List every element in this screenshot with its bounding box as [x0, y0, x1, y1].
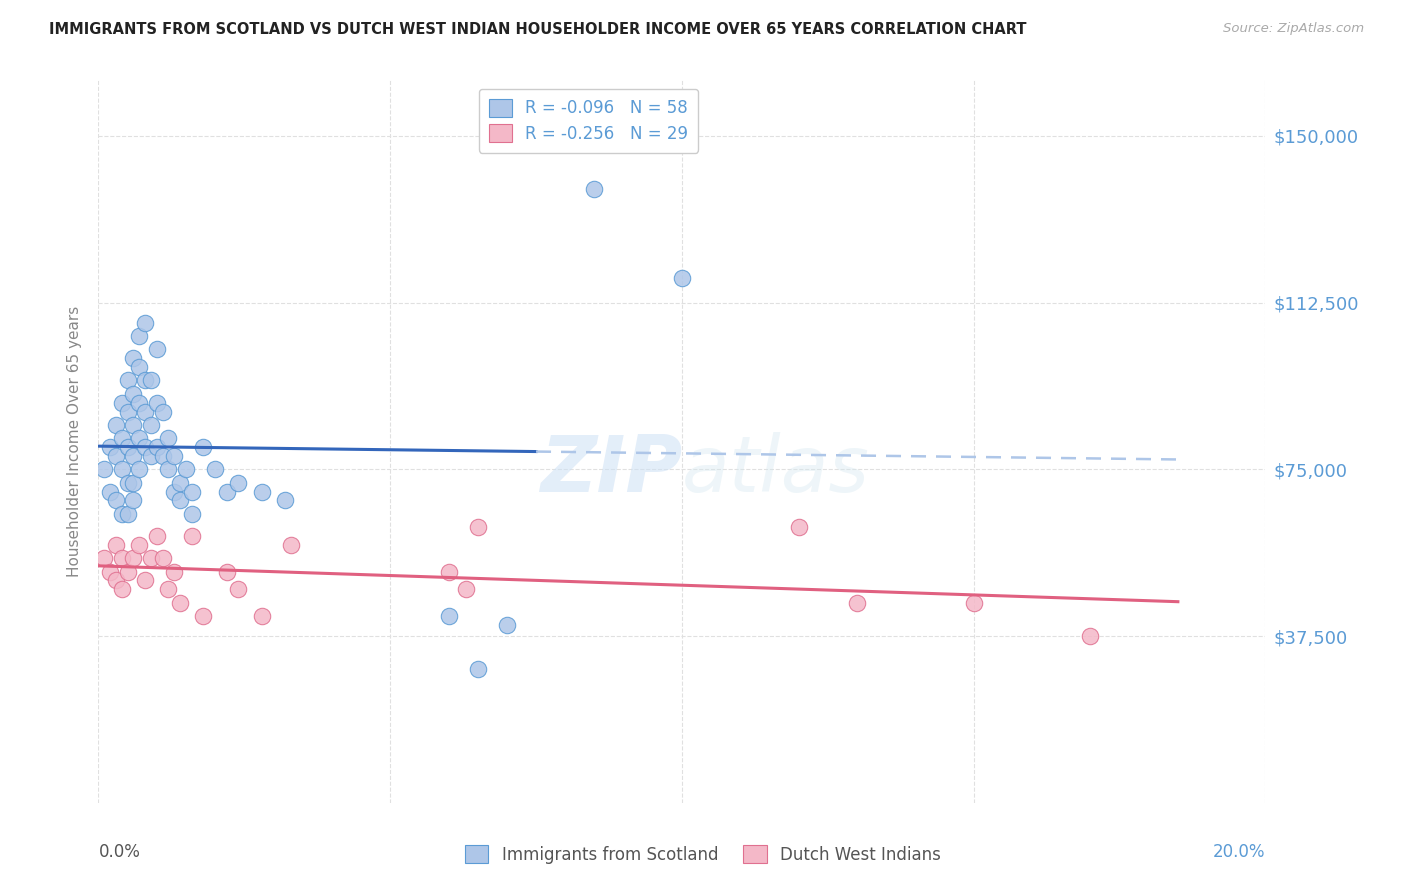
Text: Source: ZipAtlas.com: Source: ZipAtlas.com — [1223, 22, 1364, 36]
Point — [467, 662, 489, 676]
Point — [122, 551, 145, 566]
Point — [157, 431, 180, 445]
Point — [139, 449, 162, 463]
Point — [117, 565, 139, 579]
Point — [104, 574, 127, 588]
Point — [128, 538, 150, 552]
Point — [437, 565, 460, 579]
Point — [228, 582, 250, 597]
Point — [163, 565, 186, 579]
Point — [180, 484, 202, 499]
Text: 20.0%: 20.0% — [1213, 843, 1265, 861]
Point — [157, 582, 180, 597]
Point — [193, 440, 215, 454]
Point — [846, 596, 869, 610]
Point — [274, 493, 297, 508]
Point — [104, 538, 127, 552]
Point — [111, 431, 134, 445]
Point — [128, 395, 150, 409]
Point — [152, 449, 174, 463]
Point — [117, 507, 139, 521]
Point — [134, 373, 156, 387]
Legend: R = -0.096   N = 58, R = -0.256   N = 29: R = -0.096 N = 58, R = -0.256 N = 29 — [478, 88, 699, 153]
Point — [117, 475, 139, 490]
Point — [250, 484, 273, 499]
Point — [454, 582, 477, 597]
Y-axis label: Householder Income Over 65 years: Householder Income Over 65 years — [67, 306, 83, 577]
Point — [117, 404, 139, 418]
Point — [787, 520, 810, 534]
Point — [104, 493, 127, 508]
Point — [180, 529, 202, 543]
Point — [111, 507, 134, 521]
Point — [1080, 629, 1102, 643]
Point — [169, 493, 191, 508]
Text: IMMIGRANTS FROM SCOTLAND VS DUTCH WEST INDIAN HOUSEHOLDER INCOME OVER 65 YEARS C: IMMIGRANTS FROM SCOTLAND VS DUTCH WEST I… — [49, 22, 1026, 37]
Point — [117, 440, 139, 454]
Point — [111, 462, 134, 476]
Point — [250, 609, 273, 624]
Point — [169, 596, 191, 610]
Point — [467, 520, 489, 534]
Point — [146, 395, 169, 409]
Point — [104, 449, 127, 463]
Point — [204, 462, 226, 476]
Point — [111, 395, 134, 409]
Point — [134, 316, 156, 330]
Point — [117, 373, 139, 387]
Point — [163, 449, 186, 463]
Point — [98, 565, 121, 579]
Point — [228, 475, 250, 490]
Point — [122, 493, 145, 508]
Text: ZIP: ZIP — [540, 433, 682, 508]
Point — [215, 484, 238, 499]
Point — [134, 574, 156, 588]
Point — [152, 551, 174, 566]
Point — [111, 551, 134, 566]
Point — [122, 475, 145, 490]
Point — [157, 462, 180, 476]
Point — [163, 484, 186, 499]
Point — [128, 360, 150, 375]
Point — [169, 475, 191, 490]
Point — [104, 417, 127, 432]
Point — [139, 551, 162, 566]
Point — [98, 484, 121, 499]
Point — [128, 431, 150, 445]
Point — [111, 582, 134, 597]
Point — [962, 596, 984, 610]
Point — [146, 440, 169, 454]
Point — [146, 529, 169, 543]
Point — [152, 404, 174, 418]
Text: atlas: atlas — [682, 433, 870, 508]
Point — [128, 462, 150, 476]
Point — [174, 462, 197, 476]
Point — [122, 351, 145, 366]
Point — [122, 417, 145, 432]
Point — [146, 343, 169, 357]
Point — [437, 609, 460, 624]
Point — [122, 449, 145, 463]
Point — [134, 440, 156, 454]
Point — [193, 609, 215, 624]
Point — [93, 462, 115, 476]
Point — [98, 440, 121, 454]
Legend: Immigrants from Scotland, Dutch West Indians: Immigrants from Scotland, Dutch West Ind… — [458, 838, 948, 871]
Point — [139, 373, 162, 387]
Point — [134, 404, 156, 418]
Point — [139, 417, 162, 432]
Point — [128, 329, 150, 343]
Point — [180, 507, 202, 521]
Text: 0.0%: 0.0% — [98, 843, 141, 861]
Point — [215, 565, 238, 579]
Point — [280, 538, 302, 552]
Point — [122, 386, 145, 401]
Point — [93, 551, 115, 566]
Point — [671, 271, 693, 285]
Point — [583, 182, 606, 196]
Point — [496, 618, 519, 632]
